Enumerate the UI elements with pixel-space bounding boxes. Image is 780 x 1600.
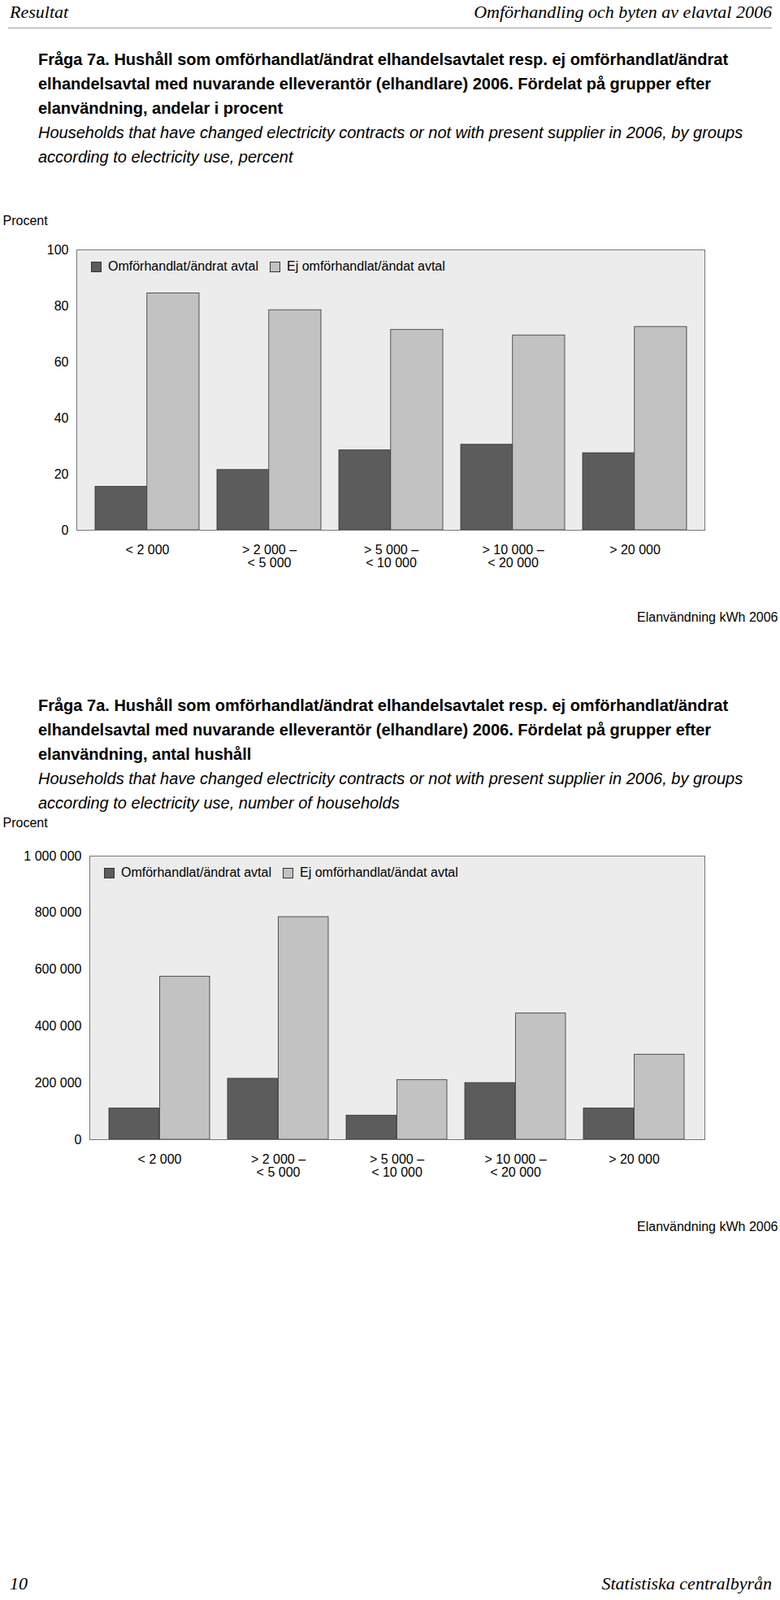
svg-text:40: 40 bbox=[54, 411, 70, 425]
svg-text:> 2 000 –< 5 000: > 2 000 –< 5 000 bbox=[242, 542, 297, 570]
svg-text:800 000: 800 000 bbox=[34, 905, 83, 919]
html-text:Households that have changed e: Households that have changed electricity… bbox=[38, 769, 743, 812]
svg-text:> 10 000 –< 20 000: > 10 000 –< 20 000 bbox=[481, 542, 544, 570]
html-text:Resultat: Resultat bbox=[9, 1, 69, 22]
svg-text:Elanvändning kWh 2006: Elanvändning kWh 2006 bbox=[637, 1219, 779, 1234]
svg-text:> 5 000 –< 10 000: > 5 000 –< 10 000 bbox=[369, 1152, 425, 1179]
html-text:Fråga 7a. Hushåll som omförhan: Fråga 7a. Hushåll som omförhandlat/ändra… bbox=[38, 696, 729, 763]
svg-text:1 000 000: 1 000 000 bbox=[23, 849, 82, 863]
svg-text:Elanvändning kWh 2006: Elanvändning kWh 2006 bbox=[637, 610, 779, 624]
html-text:10: 10 bbox=[9, 1573, 28, 1594]
svg-text:200 000: 200 000 bbox=[34, 1075, 83, 1090]
html-text:Ej omförhandlat/ändat avtal: Ej omförhandlat/ändat avtal bbox=[299, 865, 459, 880]
html-text:Fråga 7a. Hushåll som omförhan: Fråga 7a. Hushåll som omförhandlat/ändra… bbox=[38, 50, 729, 117]
svg-text:> 20 000: > 20 000 bbox=[608, 1152, 660, 1166]
html-text:Statistiska centralbyrån: Statistiska centralbyrån bbox=[601, 1573, 772, 1594]
svg-text:20: 20 bbox=[54, 467, 70, 481]
svg-text:< 2 000: < 2 000 bbox=[125, 542, 170, 557]
html-text:Omförhandling och byten av ela: Omförhandling och byten av elavtal 2006 bbox=[473, 1, 772, 22]
svg-text:Procent: Procent bbox=[3, 213, 49, 228]
svg-text:0: 0 bbox=[61, 523, 70, 538]
svg-text:60: 60 bbox=[54, 355, 70, 369]
svg-text:80: 80 bbox=[54, 299, 70, 313]
html-text:Omförhandlat/ändrat avtal: Omförhandlat/ändrat avtal bbox=[108, 259, 259, 273]
svg-text:> 20 000: > 20 000 bbox=[609, 542, 661, 557]
svg-text:> 10 000 –< 20 000: > 10 000 –< 20 000 bbox=[484, 1152, 546, 1179]
html-text:Households that have changed e: Households that have changed electricity… bbox=[38, 123, 743, 166]
html-text:Omförhandlat/ändrat avtal: Omförhandlat/ändrat avtal bbox=[121, 865, 272, 880]
svg-text:> 2 000 –< 5 000: > 2 000 –< 5 000 bbox=[251, 1152, 306, 1179]
svg-text:0: 0 bbox=[74, 1132, 83, 1147]
svg-text:> 5 000 –< 10 000: > 5 000 –< 10 000 bbox=[364, 542, 419, 570]
svg-text:400 000: 400 000 bbox=[34, 1018, 83, 1033]
html-text:Ej omförhandlat/ändat avtal: Ej omförhandlat/ändat avtal bbox=[286, 259, 446, 273]
svg-text:Procent: Procent bbox=[3, 815, 49, 830]
svg-text:< 2 000: < 2 000 bbox=[138, 1152, 182, 1166]
svg-text:600 000: 600 000 bbox=[34, 962, 83, 976]
svg-text:100: 100 bbox=[47, 242, 70, 257]
